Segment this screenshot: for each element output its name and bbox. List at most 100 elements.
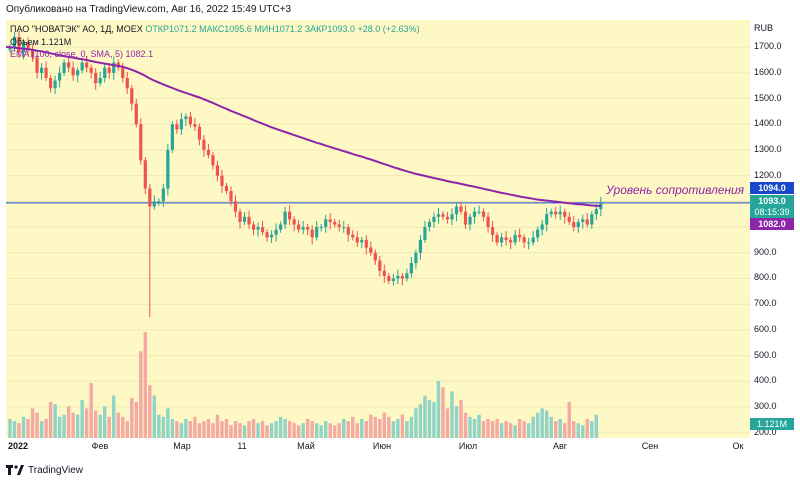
candle xyxy=(39,63,44,80)
candle xyxy=(107,63,111,79)
date-tick-label: Мар xyxy=(173,441,191,451)
candle xyxy=(540,219,544,236)
time-axis[interactable]: 2022 Фев Мар 11 Май Июн Июл Авг Сен Ок xyxy=(6,438,750,456)
volume-bar xyxy=(62,414,66,438)
candle xyxy=(418,235,423,260)
candle xyxy=(477,205,481,215)
volume-bar xyxy=(572,421,576,438)
volume-bar xyxy=(585,418,589,438)
ema-line[interactable] xyxy=(6,45,601,207)
candle xyxy=(387,272,391,285)
volume-bar xyxy=(540,408,544,438)
candle xyxy=(130,85,134,111)
candle xyxy=(576,218,580,233)
volume-bar xyxy=(342,418,346,438)
volume-bar xyxy=(17,423,21,438)
candle xyxy=(279,221,283,233)
candle xyxy=(67,57,71,73)
volume-bar xyxy=(459,399,463,438)
candle xyxy=(328,213,332,229)
price-axis[interactable]: RUB 1700.0 1600.0 1500.0 1400.0 1300.0 1200.0… xyxy=(750,20,800,438)
volume-bar xyxy=(12,421,17,438)
volume-bar xyxy=(93,410,98,438)
candle xyxy=(58,66,62,88)
volume-bar xyxy=(39,421,44,438)
candle xyxy=(310,225,314,245)
volume-bar xyxy=(563,423,567,438)
candle xyxy=(260,220,265,236)
volume-bar xyxy=(220,421,224,438)
candle xyxy=(545,208,549,232)
candle xyxy=(175,119,179,134)
candle xyxy=(490,220,495,242)
volume-bar xyxy=(44,418,48,438)
volume-bar xyxy=(472,418,477,438)
candle xyxy=(98,71,102,87)
candle xyxy=(274,223,278,242)
candle xyxy=(342,220,346,233)
candle xyxy=(265,229,269,242)
volume-bar xyxy=(567,402,571,438)
candle xyxy=(125,71,129,94)
candle xyxy=(112,56,116,80)
volume-bar xyxy=(134,402,138,438)
candle xyxy=(463,205,468,229)
volume-bar xyxy=(432,402,436,438)
volume-bar xyxy=(251,418,256,438)
volume-bar xyxy=(544,410,549,438)
candle xyxy=(599,197,603,217)
date-tick-label: Май xyxy=(297,441,315,451)
volume-bar xyxy=(278,416,283,438)
date-tick-label: 2022 xyxy=(7,441,29,451)
candle xyxy=(346,223,350,242)
candle xyxy=(459,201,463,215)
volume-bar xyxy=(112,395,116,438)
last-price-tag: 1093.0 xyxy=(750,195,794,207)
candle xyxy=(202,135,206,157)
volume-bar xyxy=(418,404,423,438)
resistance-price-tag: 1094.0 xyxy=(750,182,794,194)
candle xyxy=(396,269,400,285)
volume-bar xyxy=(526,423,531,438)
candle xyxy=(351,230,355,241)
currency-label: RUB xyxy=(754,23,774,33)
candle xyxy=(215,160,220,182)
volume-bar xyxy=(84,408,89,438)
volume-bar xyxy=(8,418,12,438)
candle xyxy=(238,208,242,229)
volume-bar xyxy=(296,425,301,438)
candle xyxy=(522,234,526,249)
candle xyxy=(251,221,256,236)
candle xyxy=(166,143,170,196)
volume-bar xyxy=(247,421,251,438)
price-tick-label: 1400.0 xyxy=(754,118,782,129)
candle xyxy=(8,44,12,53)
price-tick-label: 900.0 xyxy=(754,246,777,257)
volume-bar xyxy=(116,412,120,438)
volume-bar xyxy=(490,421,495,438)
candle xyxy=(355,231,359,247)
volume-bar xyxy=(517,418,522,438)
volume-bar xyxy=(454,406,459,438)
candle xyxy=(513,230,517,246)
price-chart[interactable] xyxy=(6,20,750,438)
volume-bar xyxy=(554,421,558,438)
volume-bar xyxy=(409,416,414,438)
volume-bar xyxy=(301,423,305,438)
chart-area[interactable]: ПАО "НОВАТЭК" АО, 1Д, MOEX ОТКР1071.2 МА… xyxy=(6,20,750,438)
volume-bar xyxy=(75,414,80,438)
volume-bar xyxy=(522,421,526,438)
candle xyxy=(134,99,138,128)
volume-bar xyxy=(328,423,332,438)
volume-bar xyxy=(260,421,265,438)
candle xyxy=(409,256,413,278)
symbol-name: ПАО "НОВАТЭК" АО, 1Д, MOEX xyxy=(10,24,143,34)
candle xyxy=(157,198,161,206)
volume-bar xyxy=(423,395,427,438)
candle xyxy=(400,272,404,286)
candle xyxy=(423,220,427,244)
candle xyxy=(567,212,571,226)
candle xyxy=(161,183,165,208)
candle xyxy=(436,208,441,224)
volume-bar xyxy=(414,408,418,438)
